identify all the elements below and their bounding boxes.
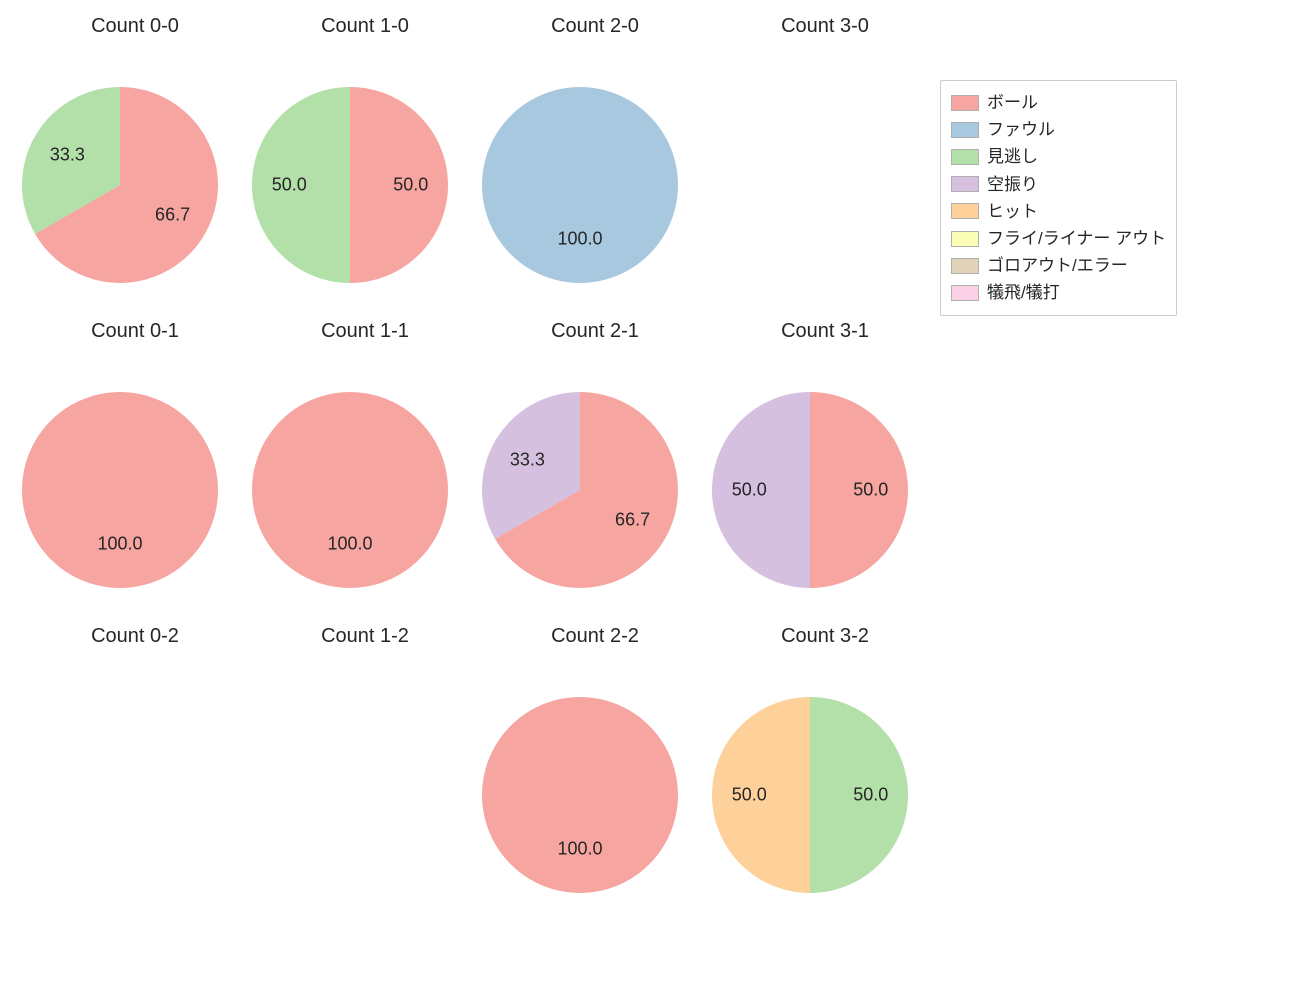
pie-title: Count 2-2 <box>480 625 710 648</box>
legend-label: ヒット <box>987 198 1038 225</box>
pie-cell: Count 1-1 100.0 <box>250 320 480 620</box>
legend-item: ヒット <box>951 198 1166 225</box>
pie-title: Count 1-2 <box>250 625 480 648</box>
pie-cell: Count 3-1 50.050.0 <box>710 320 940 620</box>
legend-swatch <box>951 176 979 192</box>
pie-slice <box>252 392 448 588</box>
pie-title: Count 3-0 <box>710 15 940 38</box>
legend-item: フライ/ライナー アウト <box>951 225 1166 252</box>
legend-item: ゴロアウト/エラー <box>951 252 1166 279</box>
legend-item: 犠飛/犠打 <box>951 279 1166 306</box>
pie-slice <box>810 392 908 588</box>
legend-item: 空振り <box>951 171 1166 198</box>
legend-label: 空振り <box>987 171 1038 198</box>
pie-chart: 50.050.0 <box>712 392 908 588</box>
pie-cell: Count 2-2 100.0 <box>480 625 710 925</box>
legend-item: ファウル <box>951 116 1166 143</box>
legend-label: フライ/ライナー アウト <box>987 225 1166 252</box>
pie-title: Count 0-2 <box>20 625 250 648</box>
legend-swatch <box>951 285 979 301</box>
pie-cell: Count 3-0 <box>710 15 940 315</box>
pie-slice <box>482 87 678 283</box>
pie-slice <box>22 392 218 588</box>
pie-title: Count 3-2 <box>710 625 940 648</box>
pie-title: Count 2-1 <box>480 320 710 343</box>
pie-cell: Count 0-2 <box>20 625 250 925</box>
legend: ボールファウル見逃し空振りヒットフライ/ライナー アウトゴロアウト/エラー犠飛/… <box>940 80 1177 316</box>
pie-title: Count 1-0 <box>250 15 480 38</box>
pie-cell: Count 3-2 50.050.0 <box>710 625 940 925</box>
pie-cell: Count 2-1 66.733.3 <box>480 320 710 620</box>
legend-swatch <box>951 231 979 247</box>
pie-title: Count 0-1 <box>20 320 250 343</box>
pie-chart: 66.733.3 <box>482 392 678 588</box>
legend-label: 見逃し <box>987 143 1038 170</box>
legend-label: ボール <box>987 89 1038 116</box>
legend-label: ゴロアウト/エラー <box>987 252 1128 279</box>
pie-chart: 50.050.0 <box>712 697 908 893</box>
pie-cell: Count 0-0 66.733.3 <box>20 15 250 315</box>
legend-swatch <box>951 149 979 165</box>
pie-chart: 100.0 <box>482 697 678 893</box>
pie-chart: 100.0 <box>482 87 678 283</box>
pie-cell: Count 1-2 <box>250 625 480 925</box>
legend-item: ボール <box>951 89 1166 116</box>
legend-item: 見逃し <box>951 143 1166 170</box>
pie-slice <box>252 87 350 283</box>
pie-title: Count 1-1 <box>250 320 480 343</box>
legend-label: ファウル <box>987 116 1055 143</box>
legend-swatch <box>951 95 979 111</box>
pie-chart: 100.0 <box>22 392 218 588</box>
legend-swatch <box>951 258 979 274</box>
pie-title: Count 0-0 <box>20 15 250 38</box>
pie-slice <box>482 697 678 893</box>
pie-slice <box>810 697 908 893</box>
pie-cell: Count 0-1 100.0 <box>20 320 250 620</box>
pie-title: Count 3-1 <box>710 320 940 343</box>
pie-slice <box>712 697 810 893</box>
chart-canvas: Count 0-066.733.3Count 1-050.050.0Count … <box>0 0 1300 1000</box>
pie-cell: Count 2-0 100.0 <box>480 15 710 315</box>
legend-swatch <box>951 203 979 219</box>
pie-title: Count 2-0 <box>480 15 710 38</box>
pie-chart: 66.733.3 <box>22 87 218 283</box>
legend-label: 犠飛/犠打 <box>987 279 1060 306</box>
legend-swatch <box>951 122 979 138</box>
pie-slice <box>350 87 448 283</box>
pie-slice <box>712 392 810 588</box>
pie-chart: 100.0 <box>252 392 448 588</box>
pie-chart: 50.050.0 <box>252 87 448 283</box>
pie-cell: Count 1-0 50.050.0 <box>250 15 480 315</box>
